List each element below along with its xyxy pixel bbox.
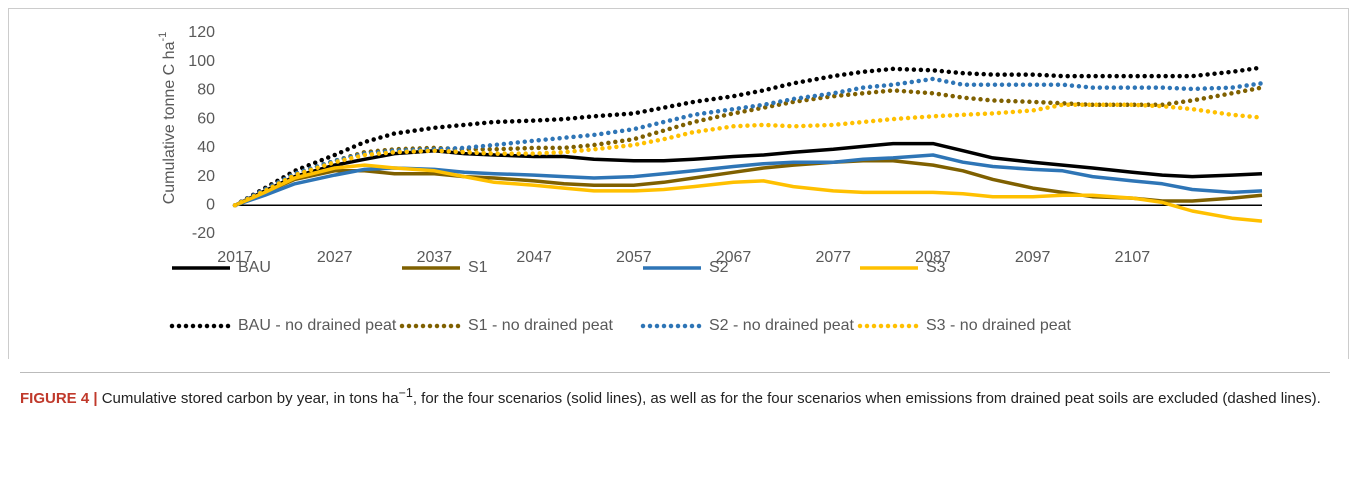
legend-label: BAU <box>238 259 271 276</box>
x-tick-label: 2097 <box>1015 249 1051 266</box>
caption-label: FIGURE 4 | <box>20 390 98 407</box>
x-tick-label: 2107 <box>1115 249 1151 266</box>
y-tick-label: 0 <box>206 197 215 214</box>
y-tick-label: 20 <box>197 168 215 185</box>
chart: Cumulative tonne C ha-1 -20 0 20 40 60 80 100 1… <box>157 24 1265 334</box>
y-label-sup: -1 <box>157 32 169 42</box>
series-line <box>234 163 1263 223</box>
y-tick-label: 100 <box>188 53 215 70</box>
figure-frame <box>8 8 1349 359</box>
x-tick-label: 2087 <box>915 249 951 266</box>
x-tick-label: 2047 <box>516 249 552 266</box>
x-tick-label: 2017 <box>217 249 253 266</box>
legend-label: S3 <box>926 259 946 276</box>
series-line <box>232 76 1265 208</box>
caption: FIGURE 4 | Cumulative stored carbon by y… <box>20 372 1330 411</box>
series-line <box>232 102 1265 208</box>
x-tick-label: 2037 <box>417 249 453 266</box>
y-tick-label: 60 <box>197 110 215 127</box>
x-tick-label: 2057 <box>616 249 652 266</box>
y-tick-label: 40 <box>197 139 215 156</box>
legend-label: S1 - no drained peat <box>468 317 614 334</box>
caption-text: Cumulative stored carbon by year, in ton… <box>101 390 399 407</box>
legend-label: S2 <box>709 259 729 276</box>
y-tick-label: -20 <box>192 225 215 242</box>
x-tick-label: 2067 <box>716 249 752 266</box>
legend-label: BAU - no drained peat <box>238 317 397 334</box>
caption-sup: −1 <box>398 386 413 400</box>
y-tick-label: 80 <box>197 82 215 99</box>
series-line <box>232 65 1265 208</box>
x-tick-label: 2077 <box>815 249 851 266</box>
series-line <box>232 85 1265 208</box>
y-axis-label: Cumulative tonne C ha-1 <box>157 32 178 205</box>
y-tick-label: 120 <box>188 24 215 41</box>
legend-label: S3 - no drained peat <box>926 317 1072 334</box>
legend-label: S2 - no drained peat <box>709 317 855 334</box>
legend-label: S1 <box>468 259 488 276</box>
x-tick-label: 2027 <box>317 249 353 266</box>
caption-text: , for the four scenarios (solid lines), … <box>412 390 1321 407</box>
y-label-text: Cumulative tonne C ha <box>161 41 178 204</box>
